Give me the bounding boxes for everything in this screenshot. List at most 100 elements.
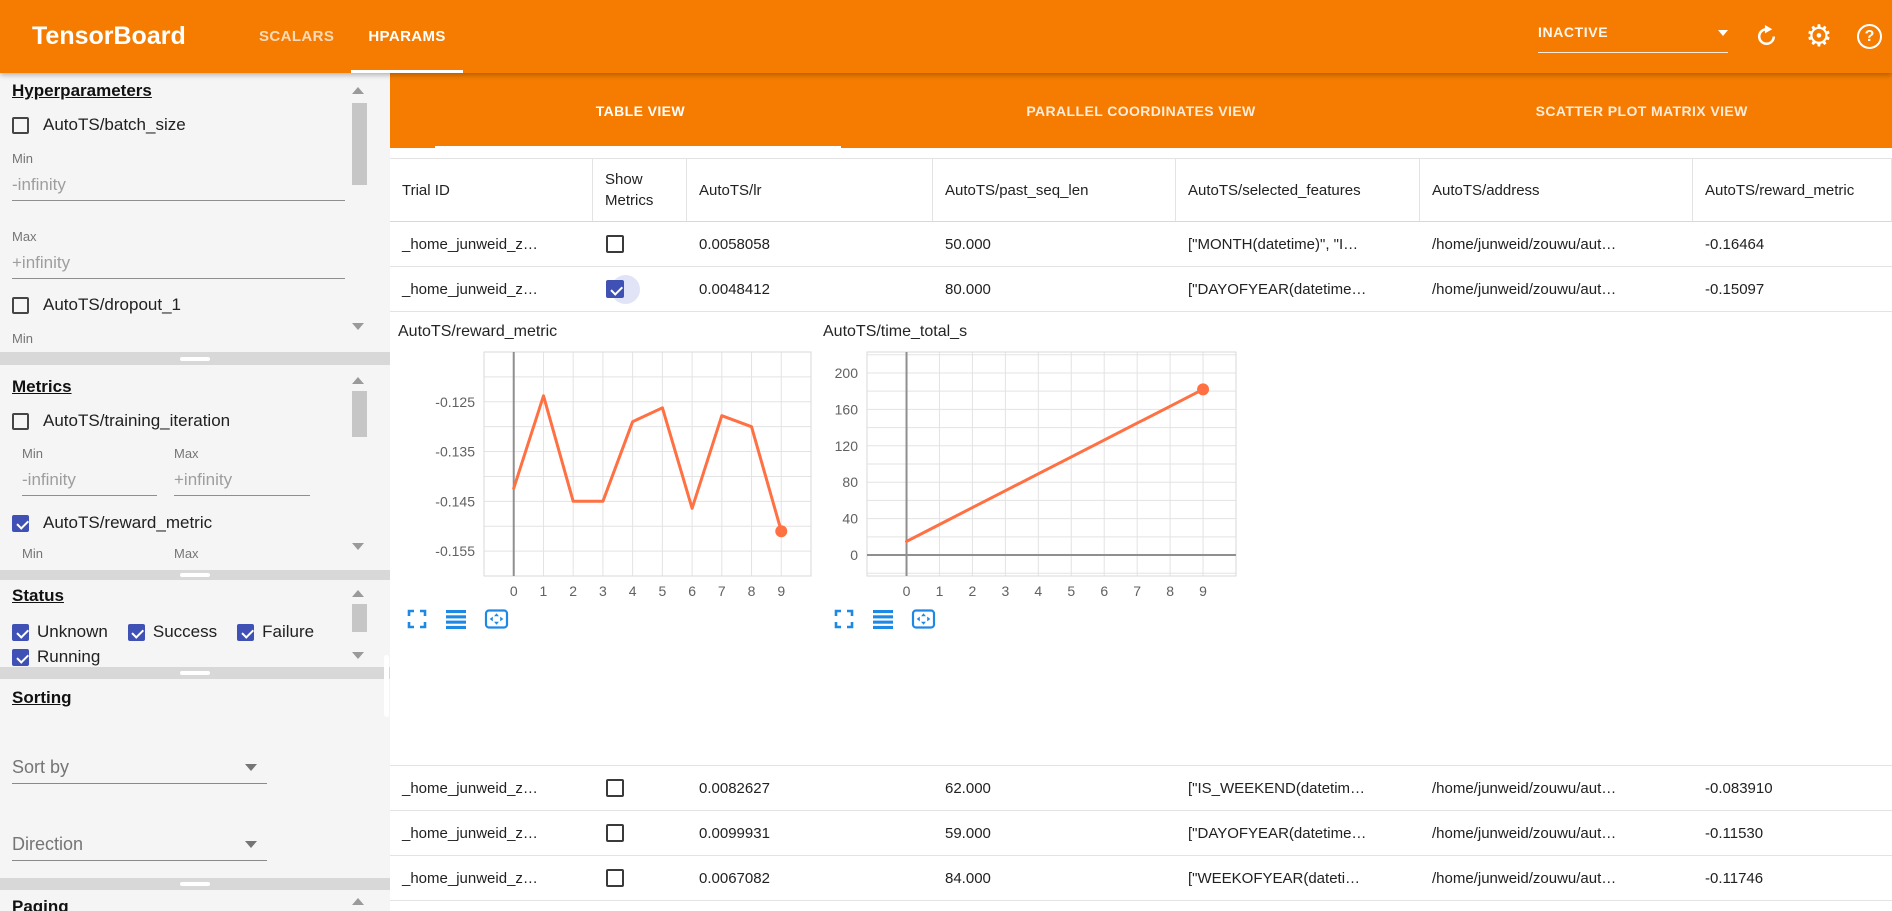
- selected-features-cell: ["WEEKOFYEAR(dateti…: [1188, 869, 1361, 887]
- show-metrics-checkbox[interactable]: [606, 779, 624, 797]
- column-header-lr[interactable]: AutoTS/lr: [687, 159, 933, 221]
- scrollbar-thumb[interactable]: [352, 391, 367, 437]
- sidebar-section-hyperparameters: Hyperparameters AutoTS/batch_size Min -i…: [0, 73, 390, 352]
- section-resize-handle[interactable]: [0, 570, 390, 580]
- past-seq-len-cell: 50.000: [945, 235, 991, 253]
- table-header: Trial ID Show Metrics AutoTS/lr AutoTS/p…: [390, 158, 1892, 222]
- lr-cell: 0.0067082: [699, 869, 770, 887]
- trial-id-cell: _home_junweid_z…: [402, 869, 538, 887]
- tab-parallel-coordinates-view[interactable]: PARALLEL COORDINATES VIEW: [891, 73, 1392, 148]
- reward-metric-checkbox[interactable]: [12, 514, 29, 532]
- status-unknown-checkbox[interactable]: [12, 623, 29, 641]
- metric-training-iteration-row[interactable]: AutoTS/training_iteration: [12, 411, 230, 431]
- scroll-up-icon[interactable]: [352, 898, 364, 905]
- svg-text:2: 2: [569, 583, 577, 599]
- show-metrics-cell: [593, 222, 687, 266]
- status-unknown-label: Unknown: [37, 622, 108, 641]
- scrollbar-thumb[interactable]: [352, 103, 367, 185]
- chevron-down-icon: [1718, 29, 1728, 36]
- lr-cell: 0.0058058: [699, 235, 770, 253]
- hparam-dropout-row[interactable]: AutoTS/dropout_1: [12, 295, 181, 315]
- show-metrics-checkbox[interactable]: [606, 280, 624, 298]
- status-success-label: Success: [152, 622, 218, 641]
- scroll-down-icon[interactable]: [352, 543, 364, 550]
- direction-select[interactable]: Direction: [12, 834, 267, 861]
- section-resize-handle[interactable]: [0, 878, 390, 890]
- batch-size-checkbox[interactable]: [12, 116, 29, 134]
- max-input[interactable]: +infinity: [174, 462, 310, 496]
- view-data-icon[interactable]: [872, 608, 894, 630]
- dropout-min-field: Min: [12, 331, 345, 347]
- max-label: Max: [174, 546, 199, 561]
- dropout-checkbox[interactable]: [12, 296, 29, 314]
- scroll-up-icon[interactable]: [352, 87, 364, 94]
- max-input[interactable]: +infinity: [12, 245, 345, 279]
- past-seq-len-cell: 62.000: [945, 779, 991, 797]
- show-metrics-checkbox[interactable]: [606, 824, 624, 842]
- min-input[interactable]: -infinity: [12, 167, 345, 201]
- training-iteration-checkbox[interactable]: [12, 412, 29, 430]
- chart-title-time-total: AutoTS/time_total_s: [823, 323, 968, 340]
- batch-size-max-field: Max +infinity: [12, 229, 345, 279]
- lr-cell: 0.0082627: [699, 779, 770, 797]
- time-total-chart[interactable]: 0 40 80 120 160 200 0 1 2 3 4 5 6 7 8 9: [803, 330, 1243, 610]
- scrollbar-thumb[interactable]: [352, 604, 367, 632]
- address-cell: /home/junweid/zouwu/aut…: [1432, 779, 1617, 797]
- show-metrics-checkbox[interactable]: [606, 869, 624, 887]
- column-header-past-seq-len[interactable]: AutoTS/past_seq_len: [933, 159, 1176, 221]
- hparam-batch-size-row[interactable]: AutoTS/batch_size: [12, 115, 186, 135]
- reward-metric-cell: -0.11530: [1705, 824, 1764, 842]
- show-metrics-checkbox[interactable]: [606, 235, 624, 253]
- tab-scalars[interactable]: SCALARS: [242, 0, 351, 73]
- status-running-checkbox[interactable]: [12, 648, 29, 666]
- svg-text:40: 40: [842, 511, 858, 527]
- fullscreen-icon[interactable]: [406, 608, 428, 630]
- chart-title-reward-metric: AutoTS/reward_metric: [398, 323, 558, 340]
- address-cell: /home/junweid/zouwu/aut…: [1432, 869, 1617, 887]
- training-iteration-min-field: Min -infinity: [22, 446, 157, 496]
- selected-features-cell: ["DAYOFYEAR(datetime…: [1188, 280, 1367, 298]
- scroll-up-icon[interactable]: [352, 377, 364, 384]
- reward-metric-chart[interactable]: -0.125 -0.135 -0.145 -0.155 0 1 2 3 4 5 6 7 8 9: [420, 330, 840, 610]
- status-row-1: Unknown Success Failure: [12, 622, 334, 642]
- reward-max-field: Max: [174, 546, 310, 562]
- tab-scatter-plot-matrix-label: SCATTER PLOT MATRIX VIEW: [1535, 102, 1748, 119]
- fullscreen-icon[interactable]: [833, 608, 855, 630]
- svg-text:8: 8: [748, 583, 756, 599]
- tab-scatter-plot-matrix-view[interactable]: SCATTER PLOT MATRIX VIEW: [1391, 73, 1892, 148]
- view-data-icon[interactable]: [445, 608, 467, 630]
- svg-text:-0.135: -0.135: [435, 444, 475, 460]
- min-input[interactable]: -infinity: [22, 462, 157, 496]
- past-seq-len-cell: 59.000: [945, 824, 991, 842]
- sidebar-scrollbar-thumb[interactable]: [384, 655, 389, 717]
- tab-hparams[interactable]: HPARAMS: [351, 0, 463, 73]
- scroll-down-icon[interactable]: [352, 652, 364, 659]
- settings-button[interactable]: ⚙: [1804, 21, 1834, 52]
- column-header-show-metrics[interactable]: Show Metrics: [593, 159, 687, 221]
- min-label: Min: [12, 151, 33, 166]
- svg-text:1: 1: [540, 583, 548, 599]
- trial-id-cell: _home_junweid_z…: [402, 779, 538, 797]
- column-header-reward-metric[interactable]: AutoTS/reward_metric: [1693, 159, 1892, 221]
- show-metrics-cell: [593, 766, 687, 810]
- sort-by-select[interactable]: Sort by: [12, 757, 267, 784]
- column-header-address[interactable]: AutoTS/address: [1420, 159, 1693, 221]
- column-header-selected-features[interactable]: AutoTS/selected_features: [1176, 159, 1420, 221]
- section-resize-handle[interactable]: [0, 352, 390, 365]
- refresh-button[interactable]: [1751, 22, 1781, 52]
- svg-text:3: 3: [1001, 583, 1009, 599]
- fit-to-view-icon[interactable]: [484, 608, 509, 630]
- tab-table-view[interactable]: TABLE VIEW: [390, 73, 891, 148]
- section-resize-handle[interactable]: [0, 667, 390, 679]
- fit-to-view-icon[interactable]: [911, 608, 936, 630]
- scroll-up-icon[interactable]: [352, 590, 364, 597]
- run-status-value: INACTIVE: [1538, 23, 1609, 40]
- column-header-trial-id[interactable]: Trial ID: [390, 159, 593, 221]
- scroll-down-icon[interactable]: [352, 323, 364, 330]
- status-success-checkbox[interactable]: [127, 623, 145, 641]
- metric-reward-row[interactable]: AutoTS/reward_metric: [12, 513, 212, 533]
- run-status-select[interactable]: INACTIVE: [1538, 21, 1728, 53]
- svg-text:4: 4: [1034, 583, 1042, 599]
- help-button[interactable]: ?: [1857, 24, 1882, 49]
- status-failure-checkbox[interactable]: [237, 623, 255, 641]
